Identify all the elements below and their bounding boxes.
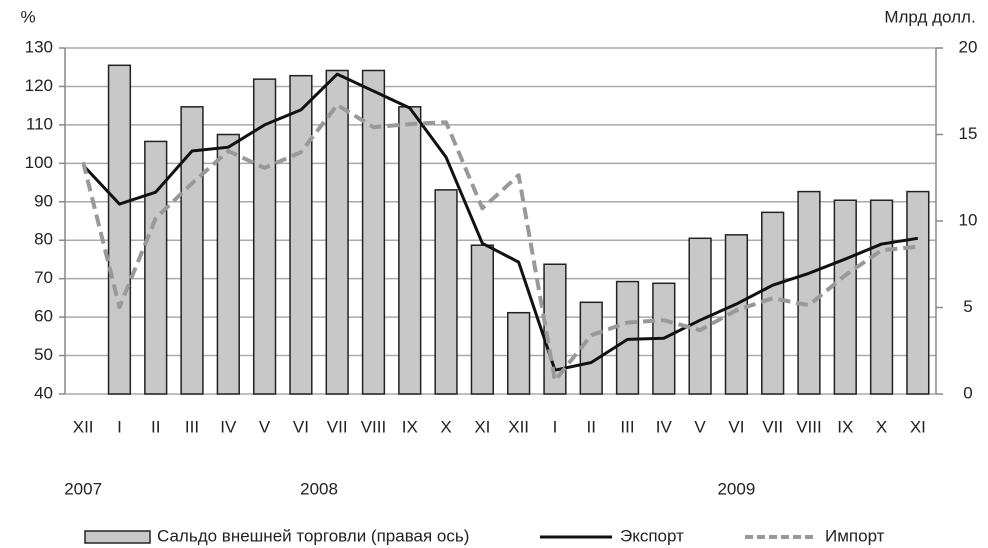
x-tick-label: XI <box>910 417 926 436</box>
y-tick-label: 90 <box>34 191 53 210</box>
bar <box>869 199 894 395</box>
x-tick-label: I <box>553 417 558 436</box>
y2-tick-label: 5 <box>963 297 972 316</box>
bar <box>252 78 277 395</box>
y-tick-label: 120 <box>25 76 53 95</box>
x-tick-label: XI <box>474 417 490 436</box>
year-label: 2009 <box>717 479 755 498</box>
bar <box>180 106 204 395</box>
y-axis-label: % <box>20 7 35 26</box>
x-tick-label: VI <box>728 417 744 436</box>
bar <box>906 190 930 395</box>
legend-label: Сальдо внешней торговли (правая ось) <box>157 526 469 545</box>
bar <box>507 311 531 395</box>
bar <box>434 189 458 395</box>
x-tick-label: X <box>876 417 887 436</box>
bar <box>216 133 240 395</box>
x-tick-label: VIII <box>796 417 822 436</box>
y-tick-label: 50 <box>34 345 53 364</box>
x-tick-label: IX <box>837 417 853 436</box>
bar <box>470 244 494 395</box>
y2-tick-label: 0 <box>963 383 972 402</box>
line <box>81 102 919 383</box>
y-tick-label: 100 <box>25 153 53 172</box>
bar <box>761 211 785 395</box>
legend-swatch <box>84 530 151 544</box>
y2-tick-label: 15 <box>959 124 978 143</box>
bar <box>579 301 603 395</box>
x-tick-label: V <box>259 417 271 436</box>
bar <box>289 74 313 395</box>
y-tick-label: 70 <box>34 268 53 287</box>
x-tick-label: VII <box>762 417 783 436</box>
bar <box>797 190 821 395</box>
y-tick-label: 130 <box>25 37 53 56</box>
legend-label: Импорт <box>825 526 885 545</box>
bar <box>325 69 349 395</box>
bar <box>361 69 386 395</box>
year-label: 2007 <box>64 479 102 498</box>
x-tick-label: IV <box>220 417 237 436</box>
y2-tick-label: 10 <box>959 210 978 229</box>
y-tick-label: 60 <box>34 307 53 326</box>
y-tick-label: 80 <box>34 230 53 249</box>
x-tick-label: IV <box>656 417 673 436</box>
bar <box>724 234 749 395</box>
line <box>82 72 919 372</box>
y-tick-label: 110 <box>26 114 53 133</box>
y-tick-label: 40 <box>34 383 53 402</box>
x-tick-label: I <box>117 417 122 436</box>
x-tick-label: VII <box>327 417 348 436</box>
x-tick-label: III <box>620 417 634 436</box>
legend-label: Экспорт <box>620 526 684 545</box>
bar <box>144 140 168 395</box>
bar <box>107 64 132 395</box>
year-label: 2008 <box>300 479 338 498</box>
x-tick-label: II <box>151 417 160 436</box>
x-tick-label: XII <box>73 417 94 436</box>
bar <box>833 199 857 395</box>
bar <box>543 263 567 395</box>
x-tick-label: III <box>185 417 199 436</box>
x-tick-label: XII <box>508 417 529 436</box>
x-tick-label: II <box>587 417 596 436</box>
x-tick-label: V <box>694 417 706 436</box>
y2-axis-label: Млрд долл. <box>884 7 975 26</box>
y2-tick-label: 20 <box>959 37 978 56</box>
bar <box>398 106 422 395</box>
x-tick-label: VI <box>293 417 309 436</box>
x-tick-label: X <box>440 417 451 436</box>
x-tick-label: IX <box>402 417 418 436</box>
x-tick-label: VIII <box>361 417 387 436</box>
